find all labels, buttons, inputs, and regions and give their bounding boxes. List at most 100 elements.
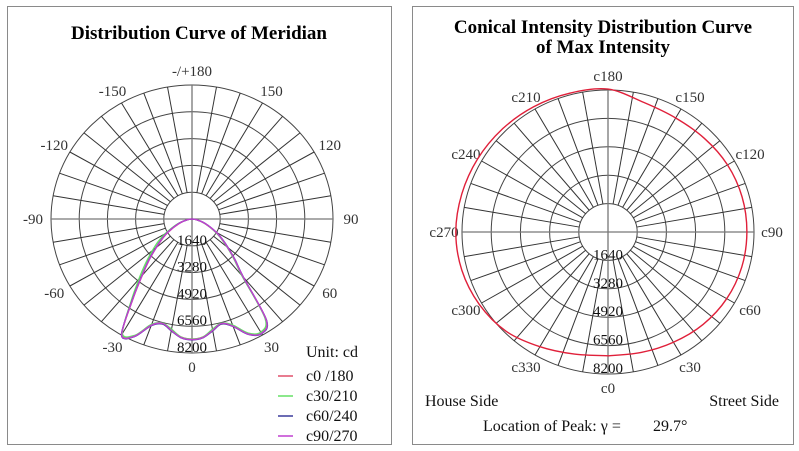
conical-angle-ticks: c0 c30 c60 c90 c120 c150 c180 c210 c240 c270 c300 c… — [429, 69, 782, 397]
conical-grid — [461, 89, 755, 375]
conical-angle-label: c90 — [761, 225, 783, 241]
meridian-angle-label: -120 — [41, 138, 69, 154]
conical-chart-title-line2: of Max Intensity — [536, 37, 671, 58]
peak-location-label: Location of Peak: γ = — [483, 418, 621, 435]
meridian-angle-ticks: -/+180 150 120 90 60 30 0 -30 -60 -90 -120 -150 — [23, 64, 359, 376]
meridian-angle-label: 90 — [344, 212, 359, 228]
meridian-spoke — [205, 241, 263, 336]
meridian-spoke — [209, 239, 284, 322]
conical-spoke — [617, 258, 659, 366]
house-side-label: House Side — [425, 393, 498, 410]
conical-spoke — [633, 245, 735, 304]
conical-angle-label: c150 — [675, 90, 704, 106]
street-side-label: Street Side — [709, 393, 779, 410]
meridian-spoke — [213, 132, 301, 203]
meridian-ring-labels: 1640 3280 4920 6560 8200 — [177, 233, 207, 356]
meridian-angle-label: -90 — [23, 212, 43, 228]
conical-angle-label: c330 — [511, 360, 540, 376]
conical-angle-label: c300 — [451, 303, 480, 319]
conical-spoke — [481, 245, 583, 304]
conical-spoke — [557, 258, 599, 366]
conical-spoke — [635, 182, 746, 223]
meridian-spoke — [59, 172, 166, 211]
legend-label-3: c90/270 — [306, 428, 358, 444]
conical-ring-label: 8200 — [593, 361, 623, 377]
conical-polar-chart: Conical Intensity Distribution Curve of … — [425, 17, 783, 435]
conical-ring-labels: 1640 3280 4920 6560 8200 — [593, 247, 623, 377]
conical-spoke — [495, 140, 586, 215]
meridian-chart-title: Distribution Curve of Meridian — [71, 23, 327, 44]
meridian-polar-chart: Distribution Curve of Meridian -/+180 150… — [23, 23, 359, 444]
conical-spoke — [636, 236, 752, 258]
conical-spoke — [470, 182, 581, 223]
meridian-angle-label: 0 — [188, 360, 196, 376]
meridian-spoke — [209, 116, 284, 199]
legend-label-1: c30/210 — [306, 388, 358, 405]
conical-spoke — [630, 249, 721, 324]
conical-series — [455, 87, 748, 357]
legend-label-0: c0 /180 — [306, 368, 354, 385]
meridian-spoke — [216, 151, 315, 207]
conical-spoke — [557, 98, 599, 206]
meridian-spoke — [205, 102, 263, 197]
meridian-ring-label: 3280 — [177, 260, 207, 276]
meridian-spoke — [53, 195, 165, 215]
conical-spoke — [635, 241, 746, 282]
conical-spoke — [622, 108, 682, 208]
meridian-angle-label: 120 — [318, 138, 341, 154]
conical-spoke — [633, 160, 735, 219]
conical-spoke — [617, 98, 659, 206]
conical-angle-label: c240 — [451, 147, 480, 163]
meridian-ring-label: 1640 — [177, 233, 207, 249]
conical-chart-title-line1: Conical Intensity Distribution Curve — [454, 17, 752, 38]
conical-chart-panel: Conical Intensity Distribution Curve of … — [412, 6, 794, 445]
conical-angle-label: c120 — [735, 147, 764, 163]
conical-ring-label: 6560 — [593, 333, 623, 349]
meridian-spoke — [219, 195, 331, 215]
conical-spoke — [481, 160, 583, 219]
conical-angle-label: c0 — [601, 381, 615, 397]
conical-spoke — [464, 206, 580, 228]
conical-ring-label: 3280 — [593, 276, 623, 292]
meridian-angle-label: -30 — [103, 340, 123, 356]
conical-spoke — [622, 256, 682, 356]
meridian-angle-label: -150 — [99, 84, 127, 100]
conical-angle-label: c210 — [511, 90, 540, 106]
meridian-spoke — [69, 231, 168, 287]
meridian-spoke — [143, 244, 183, 346]
conical-spoke — [626, 122, 703, 211]
unit-label: Unit: cd — [306, 344, 358, 361]
meridian-spoke — [53, 223, 165, 243]
meridian-angle-label: 150 — [260, 84, 283, 100]
meridian-spoke — [196, 245, 217, 352]
meridian-spoke — [83, 132, 171, 203]
conical-spoke — [534, 256, 594, 356]
meridian-spoke — [100, 116, 175, 199]
meridian-angle-label: 60 — [322, 286, 337, 302]
conical-spoke — [495, 249, 586, 324]
meridian-spoke — [218, 227, 325, 266]
conical-spoke — [464, 236, 580, 258]
meridian-spoke — [121, 241, 179, 336]
meridian-spoke — [219, 223, 331, 243]
conical-angle-label: c30 — [679, 360, 701, 376]
meridian-angle-label: -/+180 — [172, 64, 212, 80]
meridian-grid — [50, 84, 334, 354]
conical-spoke — [513, 253, 590, 342]
conical-spoke — [582, 259, 604, 372]
meridian-chart-panel: Distribution Curve of Meridian -/+180 150… — [7, 6, 392, 445]
meridian-spoke — [201, 92, 241, 194]
meridian-spoke — [218, 172, 325, 211]
meridian-angle-label: 30 — [264, 340, 279, 356]
conical-series-0 — [455, 87, 748, 357]
meridian-spoke — [201, 244, 241, 346]
meridian-spoke — [121, 102, 179, 197]
conical-ring-label: 4920 — [593, 304, 623, 320]
meridian-spoke — [59, 227, 166, 266]
meridian-spoke — [196, 86, 217, 193]
meridian-spoke — [167, 245, 188, 352]
peak-location-value: 29.7° — [653, 418, 687, 435]
conical-spoke — [626, 253, 703, 342]
meridian-spoke — [216, 231, 315, 287]
conical-spoke — [513, 122, 590, 211]
